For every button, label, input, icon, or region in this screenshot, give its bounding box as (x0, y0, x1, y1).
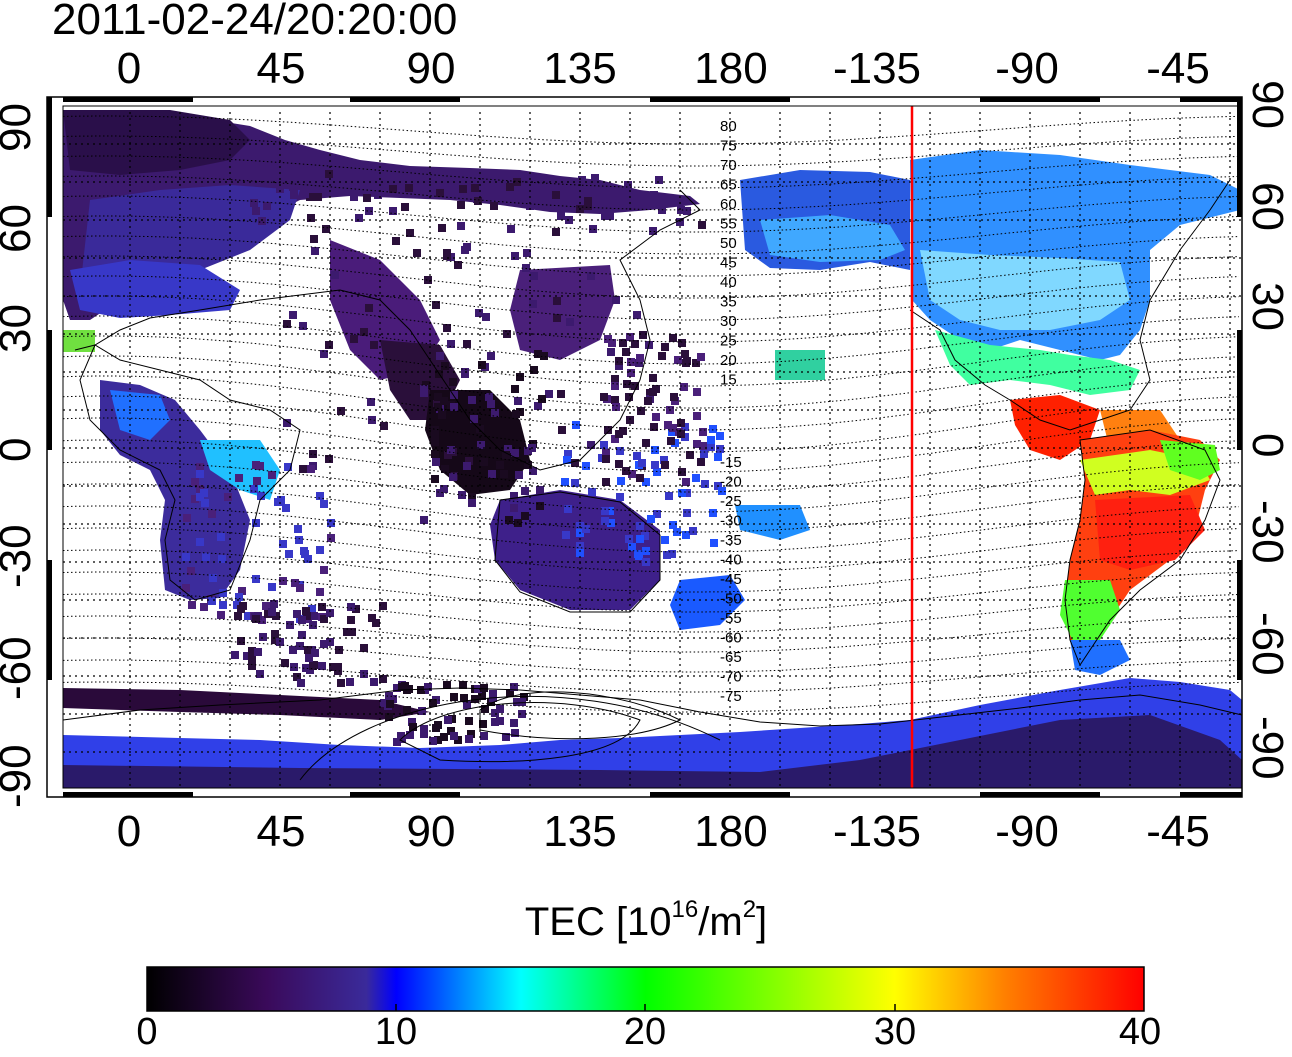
colorbar-tick-label: 30 (873, 1011, 917, 1053)
contour-label: -75 (720, 688, 742, 705)
contour-label: 60 (720, 196, 737, 213)
contour-label: -45 (720, 571, 742, 588)
tec-scatter-pixels (182, 170, 726, 746)
colorbar-tick-label: 40 (1118, 1011, 1162, 1053)
contour-label: 15 (720, 372, 737, 389)
map-title: 2011-02-24/20:20:00 (52, 0, 458, 44)
magnetic-contours (63, 115, 1240, 713)
contour-label: -30 (720, 513, 742, 530)
contour-label: -35 (720, 532, 742, 549)
contour-label: -40 (720, 552, 742, 569)
contour-label: 25 (720, 333, 737, 350)
contour-labels: 80 75 70 65 60 55 50 45 40 35 30 25 20 15 -15 -20 -25 -30… (720, 118, 742, 705)
colorbar (146, 966, 1145, 1012)
contour-label: 20 (720, 352, 737, 369)
frame-ticks (47, 97, 1242, 797)
contour-label: 65 (720, 177, 737, 194)
bottom-lon-tick: 0 (116, 807, 142, 856)
top-lon-tick: 135 (543, 44, 617, 93)
top-lon-tick: 0 (116, 44, 142, 93)
colorbar-label: TEC [1016/m2] (524, 896, 768, 945)
tec-data-layer (63, 110, 1242, 788)
contour-label: 55 (720, 216, 737, 233)
colorbar-tick-label: 0 (136, 1011, 158, 1053)
contour-label: 40 (720, 274, 737, 291)
contour-label: 30 (720, 313, 737, 330)
contour-label: -50 (720, 591, 742, 608)
bottom-lon-tick: 45 (256, 807, 306, 856)
contour-label: -25 (720, 493, 742, 510)
colorbar-tick-label: 10 (374, 1011, 418, 1053)
bottom-lon-tick: -90 (995, 807, 1059, 856)
contour-label: -65 (720, 649, 742, 666)
bottom-lon-tick: 135 (543, 807, 617, 856)
top-lon-tick: -135 (832, 44, 922, 93)
contour-label: -20 (720, 474, 742, 491)
contour-label: 45 (720, 255, 737, 272)
colorbar-tick-label: 20 (623, 1011, 667, 1053)
top-lon-tick: 45 (256, 44, 306, 93)
contour-label: 75 (720, 138, 737, 155)
top-lon-tick: -90 (995, 44, 1059, 93)
contour-label: -15 (720, 454, 742, 471)
contour-label: 35 (720, 294, 737, 311)
coastlines (63, 179, 1242, 781)
contour-label: 50 (720, 235, 737, 252)
colorbar-ticks (395, 1004, 896, 1011)
bottom-lon-tick: 180 (694, 807, 768, 856)
contour-label: -55 (720, 610, 742, 627)
bottom-lon-tick: -45 (1146, 807, 1210, 856)
contour-label: 70 (720, 157, 737, 174)
contour-label: 80 (720, 118, 737, 135)
contour-label: -60 (720, 630, 742, 647)
top-lon-tick: -45 (1146, 44, 1210, 93)
bottom-lon-tick: -135 (832, 807, 922, 856)
contour-label: -70 (720, 669, 742, 686)
bottom-lon-tick: 90 (406, 807, 456, 856)
top-lon-tick: 90 (406, 44, 456, 93)
top-lon-tick: 180 (694, 44, 768, 93)
